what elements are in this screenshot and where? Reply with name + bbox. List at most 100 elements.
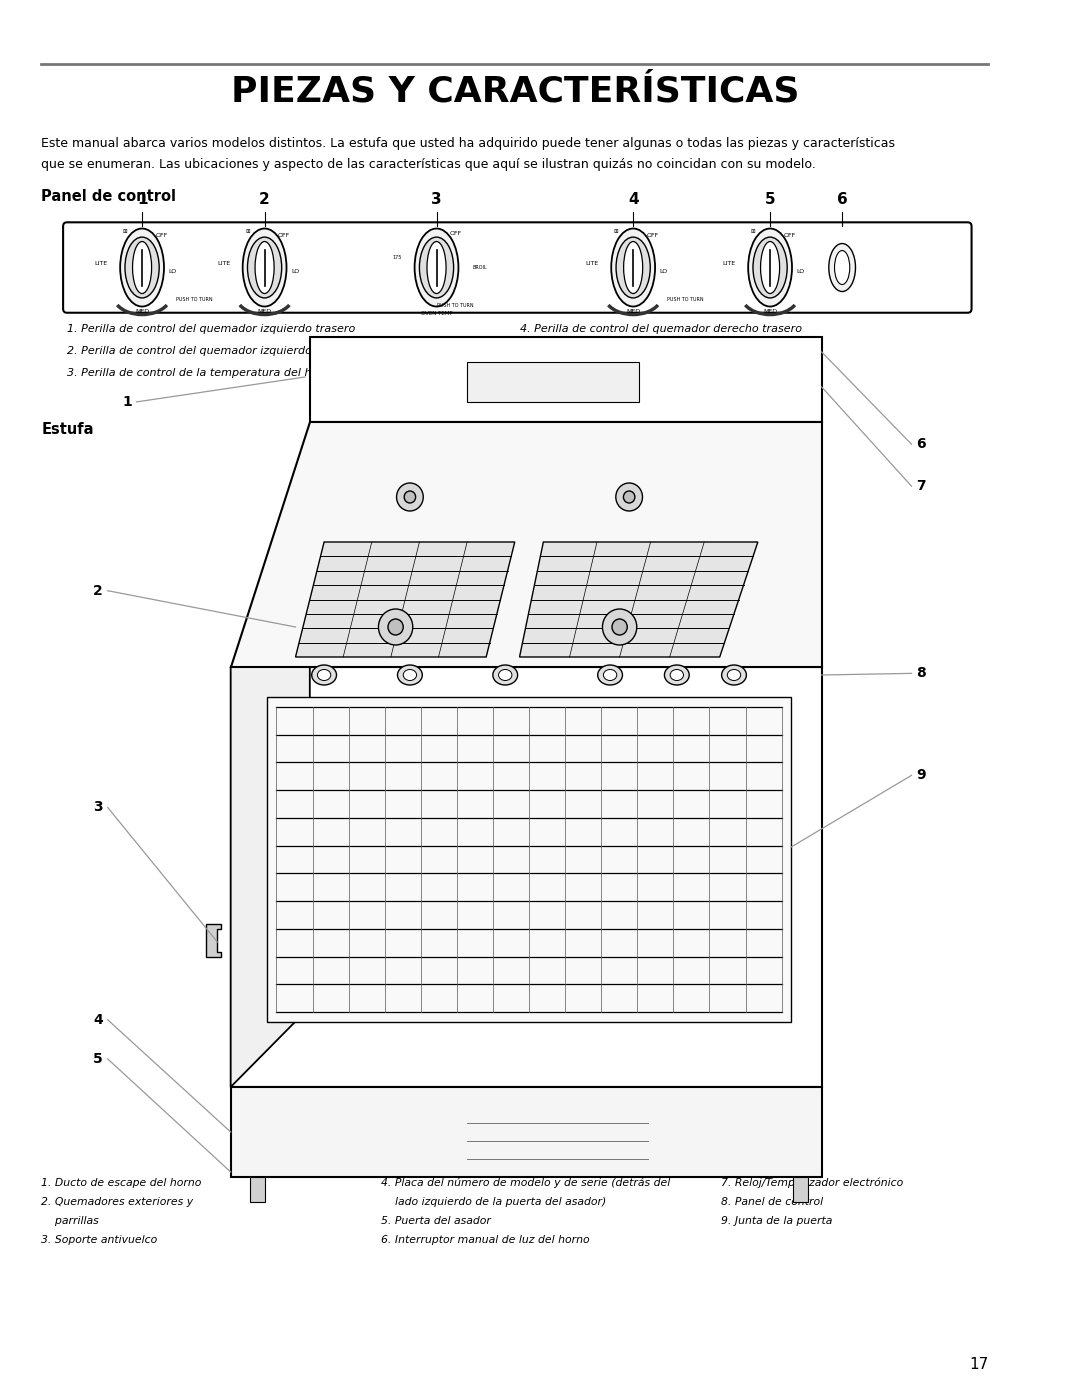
- Text: 1: 1: [122, 395, 132, 409]
- Text: 3: 3: [431, 191, 442, 207]
- Ellipse shape: [427, 242, 446, 293]
- Text: 8. Panel de control: 8. Panel de control: [720, 1197, 823, 1207]
- Text: 9: 9: [916, 768, 926, 782]
- Text: ⊞: ⊞: [123, 229, 127, 235]
- Text: PIEZAS Y CARACTERÍSTICAS: PIEZAS Y CARACTERÍSTICAS: [230, 74, 799, 108]
- Polygon shape: [793, 1178, 808, 1201]
- Text: PUSH TO TURN: PUSH TO TURN: [667, 298, 704, 302]
- Ellipse shape: [753, 237, 787, 298]
- Circle shape: [612, 619, 627, 636]
- Ellipse shape: [125, 237, 159, 298]
- Ellipse shape: [120, 229, 164, 306]
- Text: MED: MED: [762, 309, 778, 314]
- Text: ⊞: ⊞: [613, 229, 619, 235]
- Text: 5: 5: [765, 191, 775, 207]
- Text: Este manual abarca varios modelos distintos. La estufa que usted ha adquirido pu: Este manual abarca varios modelos distin…: [41, 137, 895, 149]
- Text: 3. Soporte antivuelco: 3. Soporte antivuelco: [41, 1235, 158, 1245]
- Ellipse shape: [721, 665, 746, 685]
- Ellipse shape: [318, 669, 330, 680]
- Text: OFF: OFF: [156, 233, 167, 237]
- Text: Panel de control: Panel de control: [41, 189, 176, 204]
- FancyBboxPatch shape: [63, 222, 972, 313]
- Ellipse shape: [255, 242, 274, 293]
- Text: 8: 8: [916, 666, 926, 680]
- Text: lado izquierdo de la puerta del asador): lado izquierdo de la puerta del asador): [381, 1197, 606, 1207]
- Text: 2. Perilla de control del quemador izquierdo delantero: 2. Perilla de control del quemador izqui…: [67, 346, 369, 356]
- Text: 4. Placa del número de modelo y de serie (detrás del: 4. Placa del número de modelo y de serie…: [381, 1178, 671, 1189]
- Text: OVEN TEMP: OVEN TEMP: [421, 312, 453, 316]
- Text: 3. Perilla de control de la temperatura del horno: 3. Perilla de control de la temperatura …: [67, 367, 337, 379]
- Ellipse shape: [611, 229, 656, 306]
- Text: LITE: LITE: [217, 261, 230, 265]
- Polygon shape: [249, 1178, 265, 1201]
- Ellipse shape: [243, 229, 286, 306]
- Polygon shape: [206, 923, 221, 957]
- Polygon shape: [296, 542, 515, 657]
- Polygon shape: [310, 337, 822, 422]
- Circle shape: [404, 490, 416, 503]
- Ellipse shape: [597, 665, 622, 685]
- Text: OFF: OFF: [450, 231, 462, 236]
- Ellipse shape: [492, 665, 517, 685]
- Text: LO: LO: [168, 270, 177, 274]
- Text: 17: 17: [969, 1356, 988, 1372]
- Text: LITE: LITE: [585, 261, 598, 265]
- Ellipse shape: [623, 242, 643, 293]
- Ellipse shape: [403, 669, 417, 680]
- Ellipse shape: [419, 237, 454, 298]
- Text: LITE: LITE: [723, 261, 735, 265]
- Text: 6. Indicador del quemador exterior: 6. Indicador del quemador exterior: [519, 367, 715, 379]
- Text: 3: 3: [93, 800, 103, 814]
- Text: 4: 4: [627, 191, 638, 207]
- Text: 2: 2: [93, 584, 103, 598]
- Ellipse shape: [664, 665, 689, 685]
- Text: 5: 5: [93, 1052, 103, 1066]
- Text: 175: 175: [393, 256, 402, 260]
- Text: MED: MED: [257, 309, 272, 314]
- Text: 2. Quemadores exteriores y: 2. Quemadores exteriores y: [41, 1197, 193, 1207]
- Text: 6: 6: [837, 191, 848, 207]
- Text: 1. Ducto de escape del horno: 1. Ducto de escape del horno: [41, 1178, 202, 1187]
- Text: 5. Puerta del asador: 5. Puerta del asador: [381, 1215, 490, 1225]
- Ellipse shape: [671, 669, 684, 680]
- Text: 9. Junta de la puerta: 9. Junta de la puerta: [720, 1215, 832, 1225]
- Text: 2: 2: [259, 191, 270, 207]
- Polygon shape: [267, 697, 792, 1023]
- Ellipse shape: [727, 669, 741, 680]
- Polygon shape: [519, 542, 758, 657]
- Text: 5. Perilla de control del quemador derecho delantero: 5. Perilla de control del quemador derec…: [519, 346, 815, 356]
- Text: ⊞: ⊞: [245, 229, 249, 235]
- Ellipse shape: [415, 229, 458, 306]
- Polygon shape: [231, 1087, 822, 1178]
- Text: PUSH TO TURN: PUSH TO TURN: [176, 298, 213, 302]
- Text: PUSH TO TURN: PUSH TO TURN: [437, 303, 474, 307]
- Text: BROIL: BROIL: [473, 265, 487, 270]
- Circle shape: [378, 609, 413, 645]
- Text: 7. Reloj/Temporizador electrónico: 7. Reloj/Temporizador electrónico: [720, 1178, 903, 1189]
- Text: 4: 4: [93, 1013, 103, 1027]
- Text: 4. Perilla de control del quemador derecho trasero: 4. Perilla de control del quemador derec…: [519, 324, 802, 334]
- Ellipse shape: [835, 250, 850, 285]
- Text: OFF: OFF: [278, 233, 291, 237]
- Ellipse shape: [828, 243, 855, 292]
- Text: 6. Interruptor manual de luz del horno: 6. Interruptor manual de luz del horno: [381, 1235, 590, 1245]
- Text: 6: 6: [916, 437, 926, 451]
- Polygon shape: [231, 587, 310, 1087]
- Text: OFF: OFF: [647, 233, 659, 237]
- Circle shape: [623, 490, 635, 503]
- Text: Estufa: Estufa: [41, 422, 94, 437]
- Text: 1. Perilla de control del quemador izquierdo trasero: 1. Perilla de control del quemador izqui…: [67, 324, 355, 334]
- Text: ⊞: ⊞: [751, 229, 755, 235]
- Ellipse shape: [499, 669, 512, 680]
- Text: que se enumeran. Las ubicaciones y aspecto de las características que aquí se il: que se enumeran. Las ubicaciones y aspec…: [41, 158, 815, 170]
- Text: MED: MED: [135, 309, 149, 314]
- Text: 1: 1: [137, 191, 147, 207]
- Text: LO: LO: [292, 270, 299, 274]
- Ellipse shape: [616, 237, 650, 298]
- Ellipse shape: [748, 229, 792, 306]
- Circle shape: [388, 619, 403, 636]
- Text: 7: 7: [916, 479, 926, 493]
- Polygon shape: [231, 666, 822, 1087]
- Text: LO: LO: [797, 270, 805, 274]
- Text: OFF: OFF: [783, 233, 796, 237]
